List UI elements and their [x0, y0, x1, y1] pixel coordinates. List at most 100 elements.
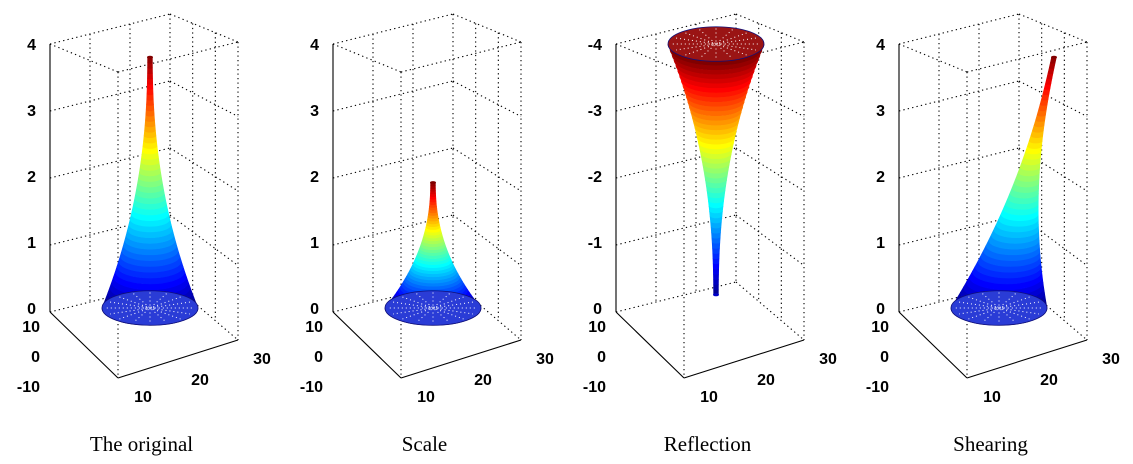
y-axis-line — [898, 311, 968, 379]
cone-tip — [430, 181, 436, 185]
cone-tip — [713, 293, 719, 297]
mesh-line — [982, 293, 1016, 323]
box-edge — [615, 43, 685, 73]
y-axis-line — [332, 311, 402, 379]
x-tick-label: 10 — [134, 389, 152, 406]
y-tick-label: 10 — [871, 319, 889, 336]
mesh-line — [133, 293, 167, 323]
y-tick-label: 0 — [880, 349, 889, 366]
z-tick-label: -3 — [588, 103, 602, 120]
z-tick-label: 0 — [27, 301, 36, 318]
x-tick-label: 20 — [757, 372, 775, 389]
cone-surface — [667, 26, 765, 297]
cone-surface — [101, 55, 199, 326]
z-tick-label: 3 — [27, 103, 36, 120]
x-tick-label: 10 — [983, 389, 1001, 406]
cone-band — [712, 252, 720, 260]
y-axis-line — [615, 311, 685, 379]
z-tick-label: 4 — [27, 37, 36, 54]
z-tick-label: -1 — [588, 235, 602, 252]
x-tick-label: 10 — [417, 389, 435, 406]
panel-reflection: 0 -1 -2 -3 -4 10 0 -10 10 20 30 Reflection — [566, 0, 849, 464]
mesh-line — [416, 293, 450, 323]
y-tick-label: 10 — [305, 319, 323, 336]
box-edge — [332, 13, 454, 45]
box-edge — [332, 43, 402, 73]
x-tick-label: 30 — [253, 351, 271, 368]
z-tick-label: 0 — [310, 301, 319, 318]
grid-line — [452, 214, 522, 266]
box-edge — [898, 13, 1020, 45]
cone-tip — [1051, 55, 1057, 59]
cone-mesh — [106, 292, 194, 324]
y-axis-line — [49, 311, 119, 379]
grid-line — [332, 147, 454, 179]
grid-line — [452, 147, 522, 192]
x-axis-line — [117, 339, 239, 379]
x-tick-label: 30 — [819, 351, 837, 368]
x-axis-line — [683, 339, 805, 379]
x-tick-label: 30 — [1102, 351, 1120, 368]
box-edge — [49, 43, 119, 73]
x-tick-label: 30 — [536, 351, 554, 368]
cone-band — [712, 263, 720, 270]
panel-scale: 0 1 2 3 4 10 0 -10 10 20 30 Scale — [283, 0, 566, 464]
z-tick-label: 2 — [27, 169, 36, 186]
mesh-line — [982, 293, 1016, 323]
z-tick-label: -2 — [588, 169, 602, 186]
grid-line — [332, 80, 454, 112]
z-tick-label: 0 — [876, 301, 885, 318]
x-axis-line — [966, 339, 1088, 379]
caption-original: The original — [89, 432, 194, 456]
z-tick-label: 4 — [310, 37, 319, 54]
grid-line — [898, 147, 1020, 179]
x-tick-label: 20 — [1040, 372, 1058, 389]
cone-mesh — [955, 292, 1043, 324]
z-tick-label: 0 — [593, 301, 602, 318]
z-tick-label: 3 — [876, 103, 885, 120]
y-tick-label: -10 — [300, 379, 323, 396]
mesh-line — [133, 293, 167, 323]
mesh-line — [416, 293, 450, 323]
z-tick-label: 1 — [876, 235, 885, 252]
box-edge — [735, 281, 805, 341]
mesh-line — [959, 301, 1039, 315]
mesh-line — [699, 29, 733, 59]
z-tick-label: 1 — [27, 235, 36, 252]
y-tick-label: 10 — [22, 319, 40, 336]
box-edge — [117, 41, 239, 73]
cone-surface — [384, 181, 482, 326]
panel-original: 0 1 2 3 4 10 0 -10 10 20 30 The original — [0, 0, 283, 464]
x-tick-label: 20 — [191, 372, 209, 389]
caption-shearing: Shearing — [953, 432, 1028, 456]
y-tick-label: 0 — [31, 349, 40, 366]
caption-reflection: Reflection — [663, 432, 752, 456]
x-tick-label: 10 — [700, 389, 718, 406]
z-tick-label: 1 — [310, 235, 319, 252]
grid-line — [169, 80, 239, 117]
caption-scale: Scale — [401, 432, 448, 456]
grid-line — [898, 80, 1020, 112]
box-edge — [898, 43, 968, 73]
cone-band — [712, 268, 720, 276]
cone-tip — [147, 55, 153, 59]
box-edge — [169, 13, 239, 43]
mesh-line — [393, 301, 473, 315]
grid-line — [735, 80, 805, 117]
grid-line — [452, 80, 522, 117]
grid-line — [169, 147, 239, 192]
x-tick-label: 20 — [474, 372, 492, 389]
grid-line — [735, 214, 805, 266]
z-tick-label: 2 — [310, 169, 319, 186]
mesh-line — [676, 37, 756, 51]
z-tick-label: 2 — [876, 169, 885, 186]
box-edge — [966, 41, 1088, 73]
y-tick-label: 0 — [314, 349, 323, 366]
